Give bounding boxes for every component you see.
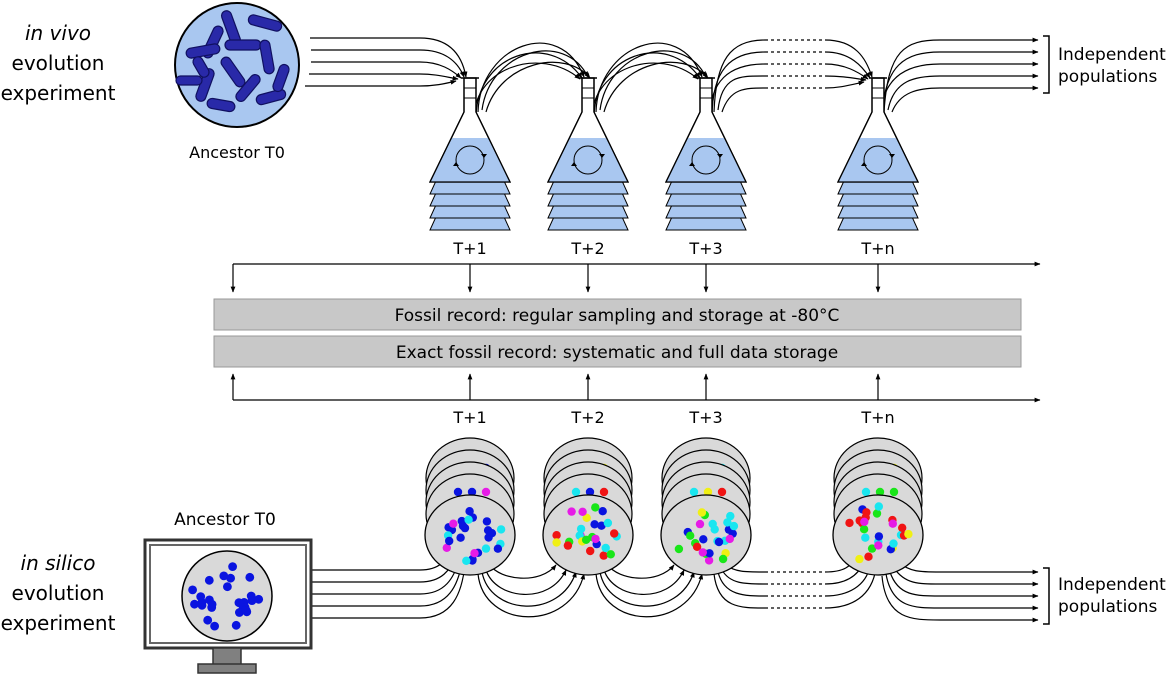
dish-stack-2 [542, 437, 634, 576]
flask-label-2: T+2 [570, 239, 604, 258]
bottom-timeline [230, 373, 1041, 403]
dish-stacks [424, 437, 924, 576]
flask-label-n: T+n [860, 239, 894, 258]
top-timeline [230, 261, 1041, 293]
computer-monitor-icon [143, 538, 313, 674]
in-silico-title-line2: evolution [12, 581, 105, 605]
fossil-record-bars: Fossil record: regular sampling and stor… [213, 298, 1022, 368]
flask-3 [664, 77, 748, 231]
bacteria-icon [175, 10, 290, 113]
in-silico-bracket: Independent populations [1043, 567, 1166, 625]
in-vivo-title-line1: in vivo [25, 21, 91, 45]
in-silico-independent-line2: populations [1058, 597, 1157, 617]
ancestor-petri-dish [174, 2, 300, 128]
in-vivo-title-line3: experiment [1, 81, 116, 105]
dish-label-3: T+3 [688, 408, 722, 427]
flask-1 [428, 77, 512, 231]
dish-label-1: T+1 [452, 408, 486, 427]
in-silico-title: in silico evolution experiment [1, 551, 116, 635]
in-silico-title-line3: experiment [1, 611, 116, 635]
dish-stack-3 [660, 437, 752, 576]
dish-stack-1 [424, 437, 516, 576]
flask-label-1: T+1 [452, 239, 486, 258]
in-vivo-arc-lines [473, 37, 1039, 125]
dish-labels: T+1 T+2 T+3 T+n [452, 408, 894, 427]
flask-2 [546, 77, 630, 231]
in-vivo-title: in vivo evolution experiment [1, 21, 116, 105]
dish-stack-4 [832, 437, 924, 576]
exact-fossil-record-text: Exact fossil record: systematic and full… [396, 343, 838, 363]
ancestor-dots [188, 562, 264, 631]
in-vivo-transfer-lines [305, 37, 468, 87]
in-vivo-ancestor-label: Ancestor T0 [189, 143, 285, 162]
in-vivo-bracket: Independent populations [1043, 35, 1166, 94]
in-vivo-independent-line2: populations [1058, 67, 1157, 87]
in-vivo-title-line2: evolution [12, 51, 105, 75]
in-silico-ancestor-label: Ancestor T0 [174, 510, 276, 530]
dish-label-n: T+n [860, 408, 894, 427]
in-silico-independent-line1: Independent [1058, 575, 1166, 595]
flask-label-3: T+3 [688, 239, 722, 258]
flask-labels: T+1 T+2 T+3 T+n [452, 239, 894, 258]
in-vivo-independent-line1: Independent [1058, 45, 1166, 65]
fossil-record-bar [213, 298, 1022, 331]
dish-label-2: T+2 [570, 408, 604, 427]
in-silico-title-line1: in silico [21, 551, 96, 575]
fossil-record-text: Fossil record: regular sampling and stor… [395, 306, 840, 326]
flask-4 [836, 77, 920, 231]
flask-group [428, 77, 920, 231]
exact-fossil-record-bar [213, 335, 1022, 368]
